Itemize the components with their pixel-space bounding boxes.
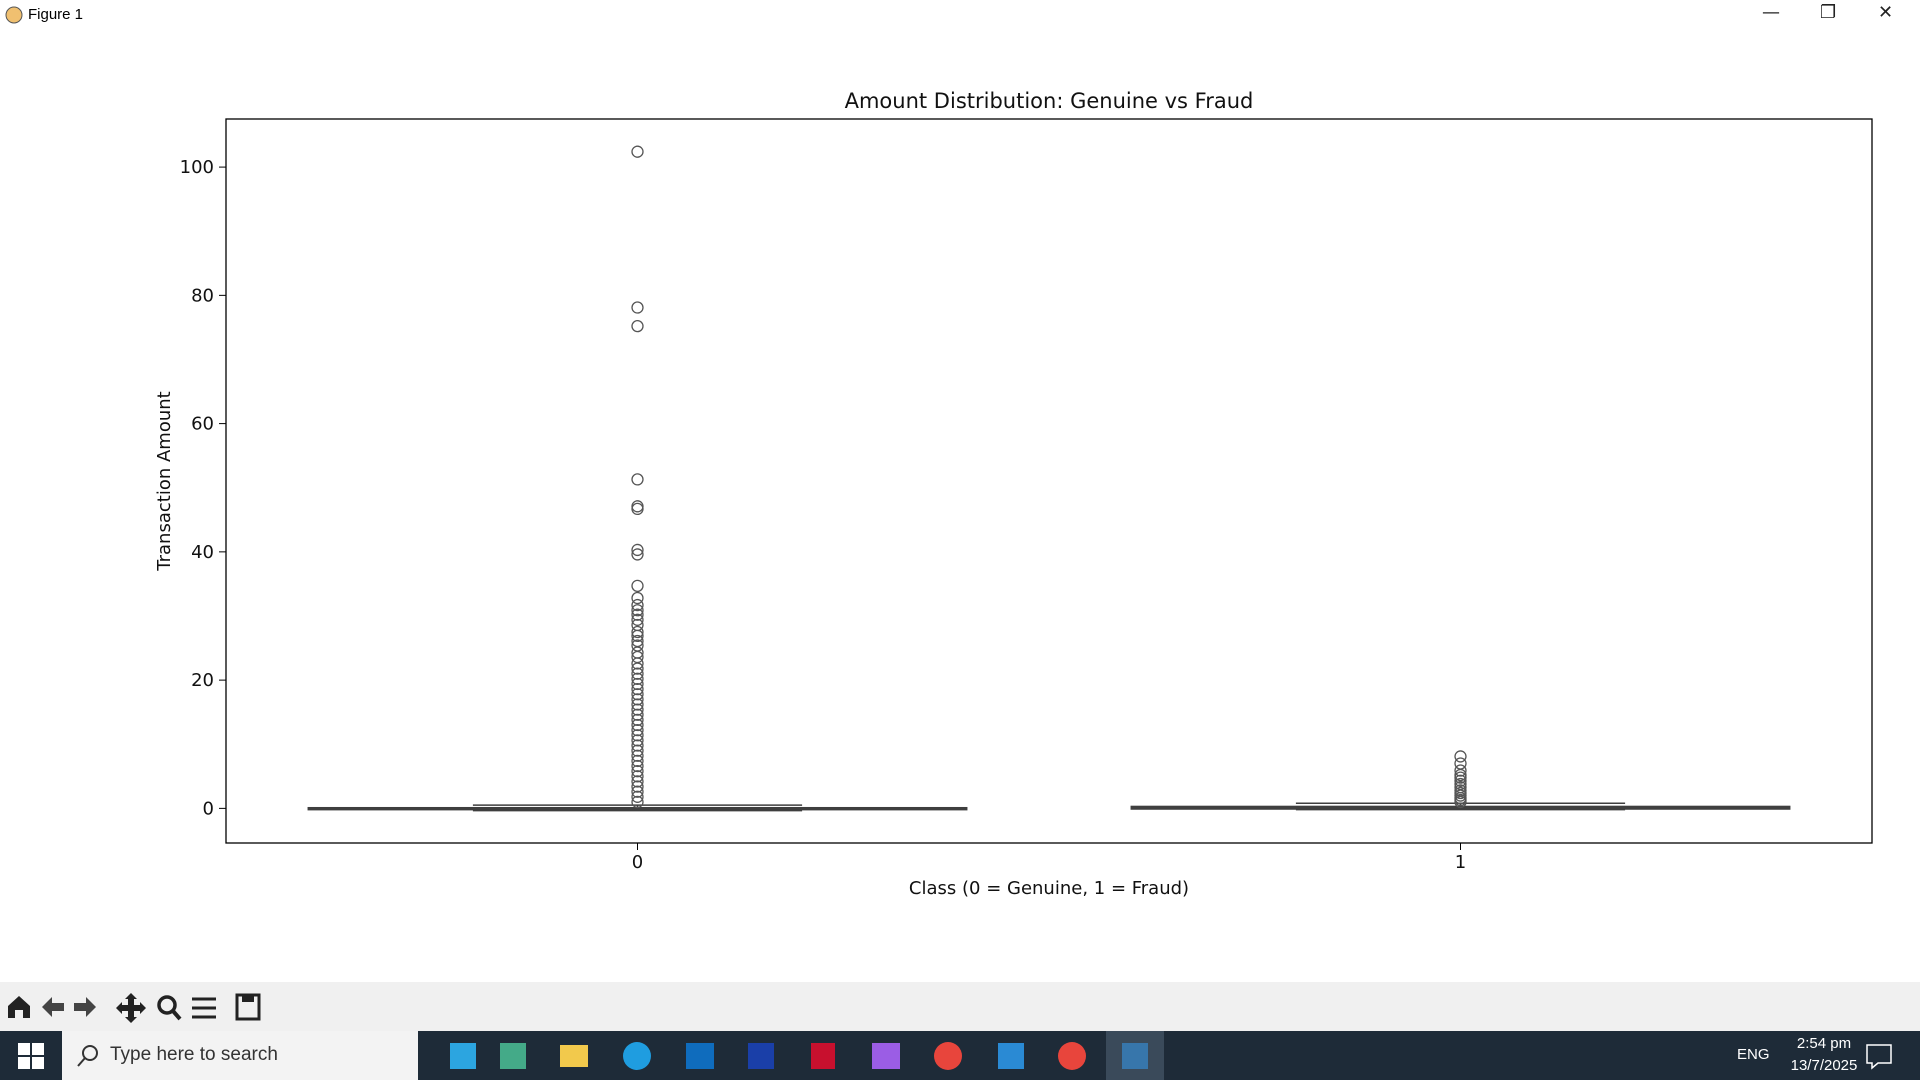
outlier: [1454, 750, 1467, 763]
close-button[interactable]: ✕: [1878, 2, 1894, 23]
back-button[interactable]: [42, 997, 64, 1017]
outlier: [631, 698, 644, 711]
outlier: [631, 739, 644, 752]
outlier: [631, 708, 644, 721]
outlier: [631, 613, 644, 626]
restore-button[interactable]: ❐: [1820, 2, 1837, 23]
outlier: [631, 629, 644, 643]
chart: Amount Distribution: Genuine vs Fraud Cla…: [154, 89, 1873, 899]
toolbar: [0, 982, 1920, 1031]
outlier: [631, 579, 644, 592]
outlier: [631, 718, 644, 732]
pan-button[interactable]: [116, 993, 146, 1023]
minimize-button[interactable]: —: [1762, 2, 1780, 23]
outlier: [631, 759, 644, 773]
home-button[interactable]: [8, 996, 30, 1018]
x-axis-label: Class (0 = Genuine, 1 = Fraud): [909, 878, 1189, 899]
outlier: [631, 770, 644, 783]
outlier: [631, 543, 644, 557]
start-button[interactable]: [16, 1041, 46, 1071]
app-icon: [5, 6, 23, 24]
app-icon[interactable]: [686, 1043, 714, 1069]
outlier: [631, 795, 644, 809]
outlier: [631, 500, 644, 513]
outlier: [1454, 764, 1467, 777]
app-icon[interactable]: [450, 1043, 476, 1069]
outlier: [631, 604, 644, 617]
app-icon[interactable]: [872, 1043, 900, 1069]
outlier: [631, 625, 644, 639]
outlier: [631, 473, 644, 486]
taskbar: Type here to search ENG 2:54 pm 13/7/202…: [0, 1031, 1920, 1080]
outlier: [631, 749, 644, 762]
outlier: [631, 662, 644, 675]
outlier: [631, 677, 644, 691]
app-icon[interactable]: [560, 1045, 588, 1067]
outlier: [631, 548, 644, 561]
outlier: [631, 598, 644, 612]
app-icon[interactable]: [934, 1042, 962, 1070]
outlier: [631, 754, 644, 768]
outlier: [631, 591, 644, 605]
outlier: [631, 775, 644, 788]
app-icon[interactable]: [623, 1042, 651, 1070]
outlier: [631, 765, 644, 778]
toolbar-icons: [8, 993, 261, 1023]
outlier: [631, 703, 644, 716]
outlier: [631, 785, 644, 798]
app-icon[interactable]: [811, 1043, 835, 1069]
outlier: [631, 608, 644, 621]
outlier: [631, 319, 644, 333]
y-tick-label: 100: [180, 157, 214, 178]
app-icon[interactable]: [1058, 1042, 1086, 1070]
search-placeholder: Type here to search: [110, 1044, 278, 1065]
outlier: [631, 657, 644, 670]
outlier: [631, 502, 644, 516]
outlier: [1454, 795, 1467, 809]
forward-button[interactable]: [74, 997, 96, 1017]
outlier: [631, 713, 644, 727]
outlier: [631, 667, 644, 680]
outlier: [631, 723, 644, 737]
x-tick-label: 1: [1455, 852, 1466, 873]
outlier: [631, 301, 644, 314]
language[interactable]: ENG: [1737, 1046, 1770, 1063]
configure-button[interactable]: [192, 997, 216, 1019]
plot-frame: [225, 118, 1873, 844]
outlier: [631, 682, 644, 696]
app-icon[interactable]: [998, 1043, 1024, 1069]
title-bar: Figure 1 — ❐ ✕: [0, 0, 1920, 30]
outlier: [631, 744, 644, 757]
app-icon[interactable]: [500, 1043, 526, 1069]
outlier: [631, 790, 644, 803]
taskbar-apps: [450, 1031, 1164, 1080]
outlier: [631, 672, 644, 685]
y-tick-label: 40: [191, 542, 214, 563]
app-icon[interactable]: [748, 1043, 774, 1069]
y-axis-label: Transaction Amount: [154, 391, 175, 571]
y-tick-label: 80: [191, 285, 214, 306]
outlier: [631, 780, 644, 793]
search-icon: [77, 1045, 98, 1067]
chart-title: Amount Distribution: Genuine vs Fraud: [845, 89, 1254, 113]
outlier: [631, 693, 644, 706]
notifications[interactable]: [1864, 1041, 1894, 1071]
outlier: [631, 688, 644, 701]
outlier: [631, 729, 644, 742]
clock-time[interactable]: 2:54 pm: [1796, 1035, 1852, 1052]
y-tick-label: 0: [203, 798, 214, 819]
outlier: [1454, 771, 1467, 784]
zoom-button[interactable]: [157, 995, 177, 1015]
outlier: [1454, 774, 1467, 787]
window-title: Figure 1: [28, 6, 84, 23]
y-tick-label: 60: [191, 414, 214, 435]
y-tick-label: 20: [191, 670, 214, 691]
outlier: [631, 734, 644, 747]
clock-date[interactable]: 13/7/2025: [1790, 1057, 1858, 1074]
outlier: [631, 145, 644, 158]
search-box[interactable]: Type here to search: [62, 1031, 418, 1080]
x-tick-label: 0: [632, 852, 643, 873]
